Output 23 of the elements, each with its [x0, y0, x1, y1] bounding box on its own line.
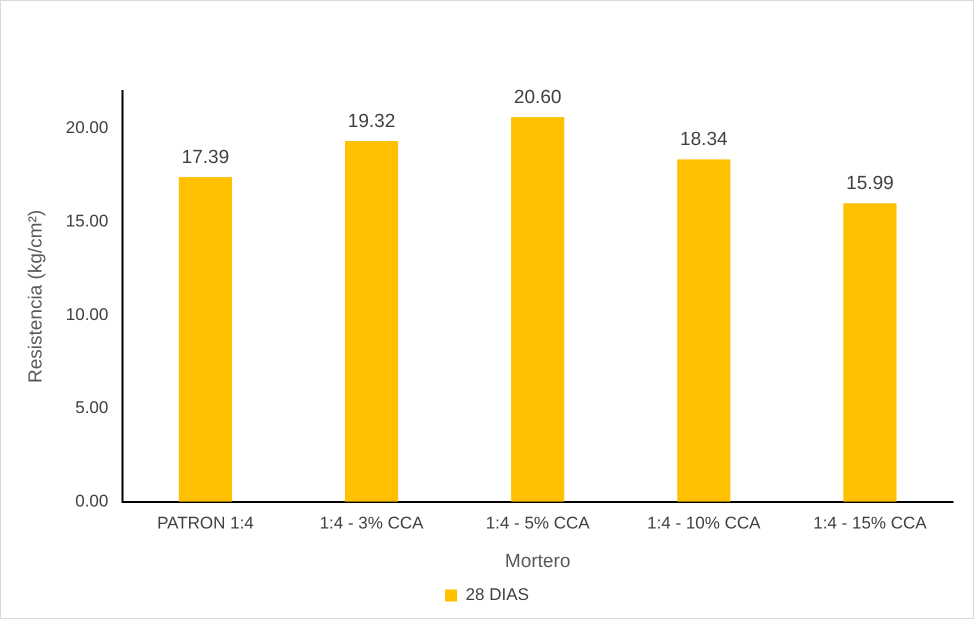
y-axis-title: Resistencia (kg/cm²): [26, 210, 47, 383]
bar: [843, 203, 897, 502]
y-tick-label: 0.00: [75, 491, 108, 510]
data-label: 18.34: [680, 129, 728, 150]
data-label: 20.60: [514, 86, 562, 108]
legend-label: 28 DIAS: [466, 585, 529, 604]
bar: [178, 177, 232, 502]
x-tick-label: 1:4 - 15% CCA: [813, 514, 928, 533]
x-tick-label: 1:4 - 5% CCA: [486, 514, 590, 533]
bar: [677, 159, 730, 502]
y-tick-label: 15.00: [66, 211, 108, 230]
x-tick-label: PATRON 1:4: [157, 514, 254, 533]
data-label: 17.39: [182, 146, 230, 168]
y-tick-label: 5.00: [75, 398, 108, 418]
y-tick-label: 20.00: [66, 118, 108, 138]
x-axis-title: Mortero: [504, 550, 570, 572]
x-tick-label: 1:4 - 3% CCA: [320, 514, 424, 533]
bar: [344, 141, 398, 502]
y-tick-label: 10.00: [66, 304, 108, 324]
bar: [511, 117, 564, 502]
data-label: 15.99: [846, 172, 894, 194]
data-label: 19.32: [348, 110, 396, 132]
x-tick-label: 1:4 - 10% CCA: [647, 514, 762, 533]
